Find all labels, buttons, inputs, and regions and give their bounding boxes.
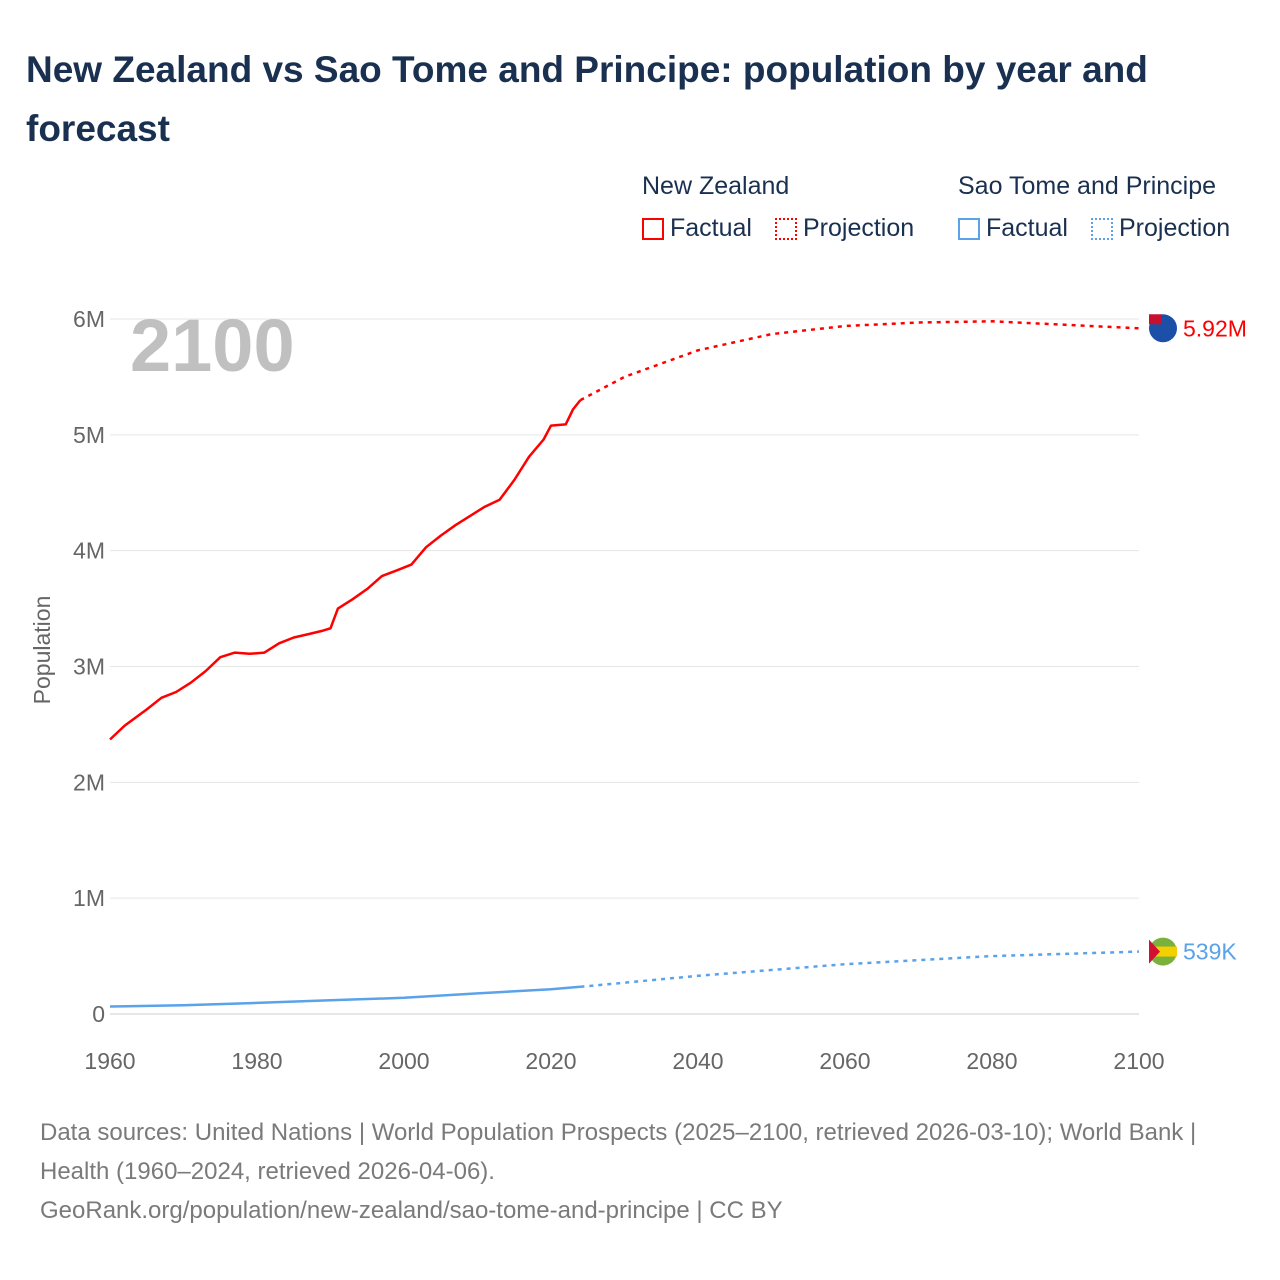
dotted-swatch-icon (775, 217, 797, 240)
x-tick-label: 2100 (1113, 1048, 1164, 1074)
legend-label: Projection (1119, 214, 1231, 242)
x-tick-label: 2080 (966, 1048, 1017, 1074)
solid-swatch-icon (642, 217, 664, 240)
flag-red-triangle (1149, 939, 1160, 964)
flag-yellow-band (1149, 946, 1177, 957)
x-tick-label: 2040 (672, 1048, 723, 1074)
legend-nz-projection[interactable]: Projection (775, 214, 914, 243)
x-tick-label: 2000 (378, 1048, 429, 1074)
legend-stp-projection[interactable]: Projection (1091, 214, 1230, 243)
y-tick-label: 1M (73, 885, 105, 911)
new-zealand-factual-line (109, 399, 582, 741)
data-sources: Data sources: United Nations | World Pop… (40, 1119, 1197, 1185)
sao-tome-end-label: 539K (1183, 939, 1237, 965)
x-tick-label: 1960 (84, 1048, 135, 1074)
dotted-swatch-icon (1091, 217, 1113, 240)
year-overlay: 2100 (130, 304, 295, 387)
new-zealand-projection-line (579, 320, 1140, 402)
plot-area: 0 1M 2M 3M 4M 5M 6M 1960 1980 2000 2020 2040 2060 208… (29, 304, 1247, 1074)
legend-label: Factual (670, 214, 752, 242)
y-tick-label: 6M (73, 306, 105, 332)
y-tick-label: 3M (73, 654, 105, 680)
solid-swatch-icon (958, 217, 980, 240)
credit-link[interactable]: GeoRank.org/population/new-zealand/sao-t… (40, 1197, 783, 1224)
legend-stp-factual[interactable]: Factual (958, 214, 1068, 243)
x-tick-label: 2020 (525, 1048, 576, 1074)
flag-union-jack-part (1149, 314, 1162, 325)
x-tick-label: 1980 (231, 1048, 282, 1074)
y-tick-label: 0 (92, 1001, 105, 1027)
legend-label: Factual (986, 214, 1068, 242)
legend-label: Projection (803, 214, 915, 242)
new-zealand-end-label: 5.92M (1183, 315, 1247, 341)
legend-nz-factual[interactable]: Factual (642, 214, 752, 243)
y-tick-label: 5M (73, 422, 105, 448)
y-axis-label: Population (29, 596, 55, 705)
sao-tome-factual-line (109, 985, 581, 1008)
legend-group-title: New Zealand (642, 172, 790, 200)
sao-tome-projection-line (580, 950, 1140, 989)
legend-group-title: Sao Tome and Principe (958, 172, 1217, 200)
footer: Data sources: United Nations | World Pop… (40, 1113, 1240, 1230)
y-tick-label: 4M (73, 538, 105, 564)
x-tick-label: 2060 (819, 1048, 870, 1074)
y-tick-label: 2M (73, 769, 105, 795)
chart-title: New Zealand vs Sao Tome and Principe: po… (26, 49, 1148, 149)
